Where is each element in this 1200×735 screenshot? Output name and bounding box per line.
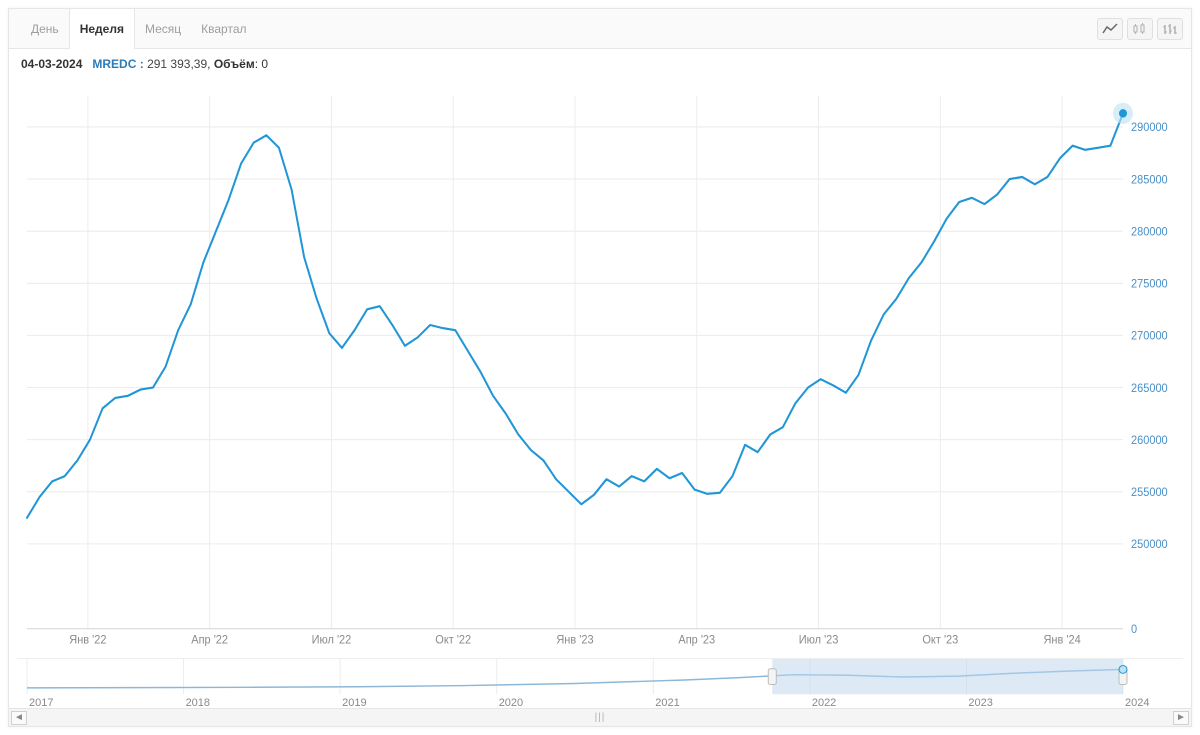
info-value: 291 393,39 <box>147 57 207 71</box>
svg-text:Янв '22: Янв '22 <box>69 634 106 646</box>
candlestick-icon[interactable] <box>1127 18 1153 40</box>
info-volume: 0 <box>261 57 268 71</box>
info-volume-label: Объём <box>214 57 255 71</box>
bar-chart-icon[interactable] <box>1157 18 1183 40</box>
svg-text:Янв '24: Янв '24 <box>1043 634 1080 646</box>
tab-1[interactable]: Неделя <box>69 9 135 49</box>
info-symbol[interactable]: MREDC <box>92 57 136 71</box>
main-chart[interactable]: 250000 255000 260000 265000 270000 275000 2800… <box>17 85 1183 650</box>
svg-text:Окт '22: Окт '22 <box>435 634 471 646</box>
svg-text:2024: 2024 <box>1125 697 1149 708</box>
toolbar: ДеньНеделяМесяцКвартал <box>9 9 1191 49</box>
svg-text:260000: 260000 <box>1131 435 1168 447</box>
svg-text:Окт '23: Окт '23 <box>922 634 958 646</box>
svg-text:2020: 2020 <box>499 697 523 708</box>
svg-text:2023: 2023 <box>968 697 992 708</box>
svg-text:285000: 285000 <box>1131 174 1168 186</box>
info-bar: 04-03-2024 MREDC : 291 393,39, Объём: 0 <box>9 49 1191 75</box>
svg-text:0: 0 <box>1131 624 1137 636</box>
scroll-right-arrow[interactable]: ► <box>1173 711 1189 725</box>
svg-text:265000: 265000 <box>1131 382 1168 394</box>
svg-text:2018: 2018 <box>186 697 210 708</box>
horizontal-scrollbar[interactable]: ◄ ||| ► <box>9 708 1191 726</box>
svg-text:2017: 2017 <box>29 697 53 708</box>
svg-text:290000: 290000 <box>1131 122 1168 134</box>
scroll-left-arrow[interactable]: ◄ <box>11 711 27 725</box>
svg-text:Июл '23: Июл '23 <box>799 634 839 646</box>
range-navigator[interactable]: 2017 2018 2019 2020 2021 2022 2023 2024 <box>17 658 1183 708</box>
svg-text:2019: 2019 <box>342 697 366 708</box>
svg-text:Апр '23: Апр '23 <box>678 634 715 646</box>
tab-0[interactable]: День <box>21 9 69 49</box>
info-date: 04-03-2024 <box>21 57 82 71</box>
svg-text:Июл '22: Июл '22 <box>312 634 352 646</box>
tab-3[interactable]: Квартал <box>191 9 256 49</box>
svg-text:255000: 255000 <box>1131 487 1168 499</box>
svg-text:2022: 2022 <box>812 697 836 708</box>
period-tabs: ДеньНеделяМесяцКвартал <box>21 9 257 49</box>
svg-text:270000: 270000 <box>1131 330 1168 342</box>
tab-2[interactable]: Месяц <box>135 9 191 49</box>
svg-text:280000: 280000 <box>1131 226 1168 238</box>
chart-tool-icons <box>1097 18 1183 40</box>
svg-text:Янв '23: Янв '23 <box>556 634 593 646</box>
svg-text:275000: 275000 <box>1131 278 1168 290</box>
svg-text:250000: 250000 <box>1131 539 1168 551</box>
svg-text:2021: 2021 <box>655 697 679 708</box>
svg-text:Апр '22: Апр '22 <box>191 634 228 646</box>
line-chart-icon[interactable] <box>1097 18 1123 40</box>
scroll-grip[interactable]: ||| <box>580 712 620 723</box>
